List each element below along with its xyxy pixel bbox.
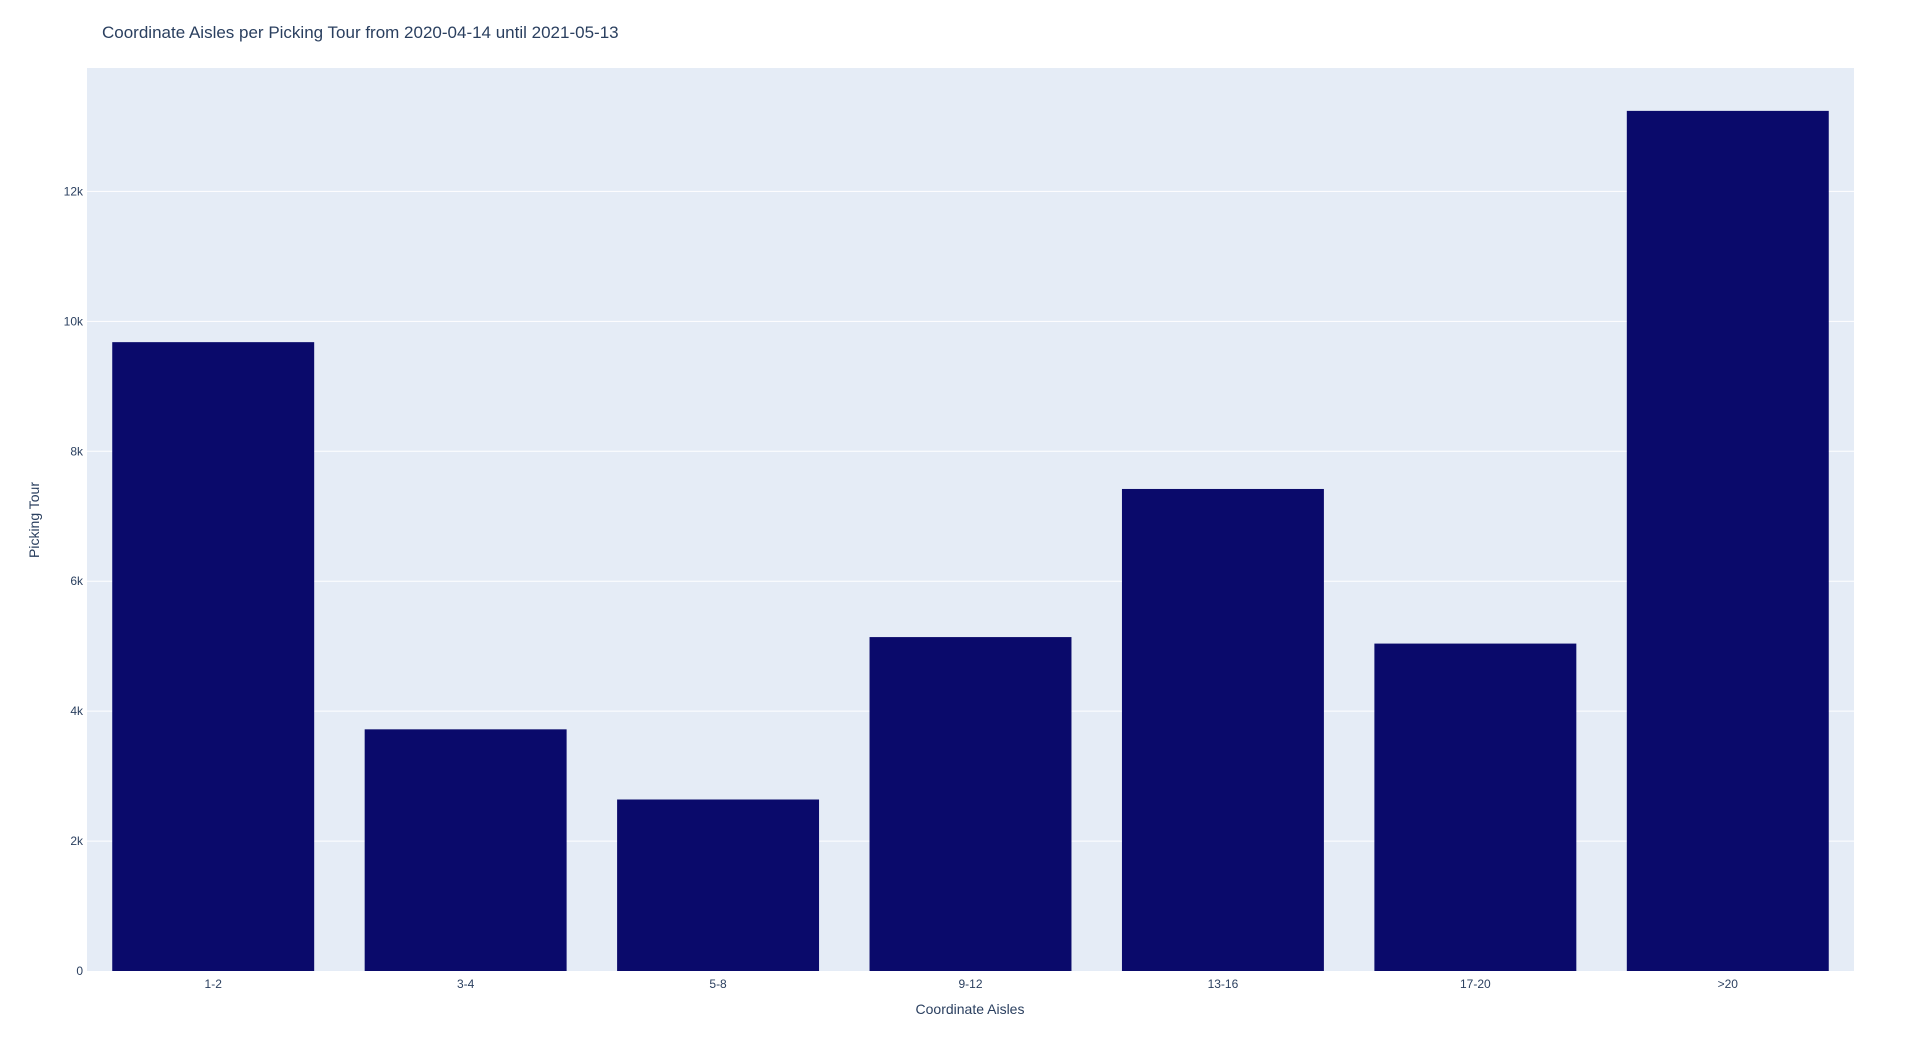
chart-title: Coordinate Aisles per Picking Tour from … bbox=[102, 23, 619, 42]
x-tick-label: 3-4 bbox=[457, 977, 475, 991]
x-tick-label: 5-8 bbox=[709, 977, 727, 991]
y-axis-ticks: 0 2k 4k 6k 8k 10k 12k bbox=[64, 184, 84, 978]
bars bbox=[112, 110, 1829, 971]
bar-1[interactable] bbox=[112, 342, 315, 971]
x-tick-label: >20 bbox=[1718, 977, 1739, 991]
y-tick-label: 0 bbox=[76, 964, 83, 978]
y-tick-label: 4k bbox=[70, 704, 84, 718]
bar-3[interactable] bbox=[617, 799, 820, 971]
bar-7[interactable] bbox=[1626, 110, 1829, 971]
bar-2[interactable] bbox=[364, 729, 567, 971]
x-axis-ticks: 1-2 3-4 5-8 9-12 13-16 17-20 >20 bbox=[205, 977, 1739, 991]
y-tick-label: 12k bbox=[64, 184, 84, 198]
bar-5[interactable] bbox=[1121, 488, 1324, 971]
y-tick-label: 2k bbox=[70, 834, 84, 848]
bar-6[interactable] bbox=[1374, 643, 1577, 971]
bar-4[interactable] bbox=[869, 637, 1072, 971]
x-tick-label: 9-12 bbox=[958, 977, 982, 991]
y-tick-label: 8k bbox=[70, 444, 84, 458]
x-tick-label: 13-16 bbox=[1208, 977, 1239, 991]
x-tick-label: 17-20 bbox=[1460, 977, 1491, 991]
y-tick-label: 6k bbox=[70, 574, 84, 588]
y-tick-label: 10k bbox=[64, 314, 84, 328]
x-tick-label: 1-2 bbox=[205, 977, 223, 991]
x-axis-title: Coordinate Aisles bbox=[916, 1001, 1025, 1017]
y-axis-title: Picking Tour bbox=[26, 482, 42, 558]
